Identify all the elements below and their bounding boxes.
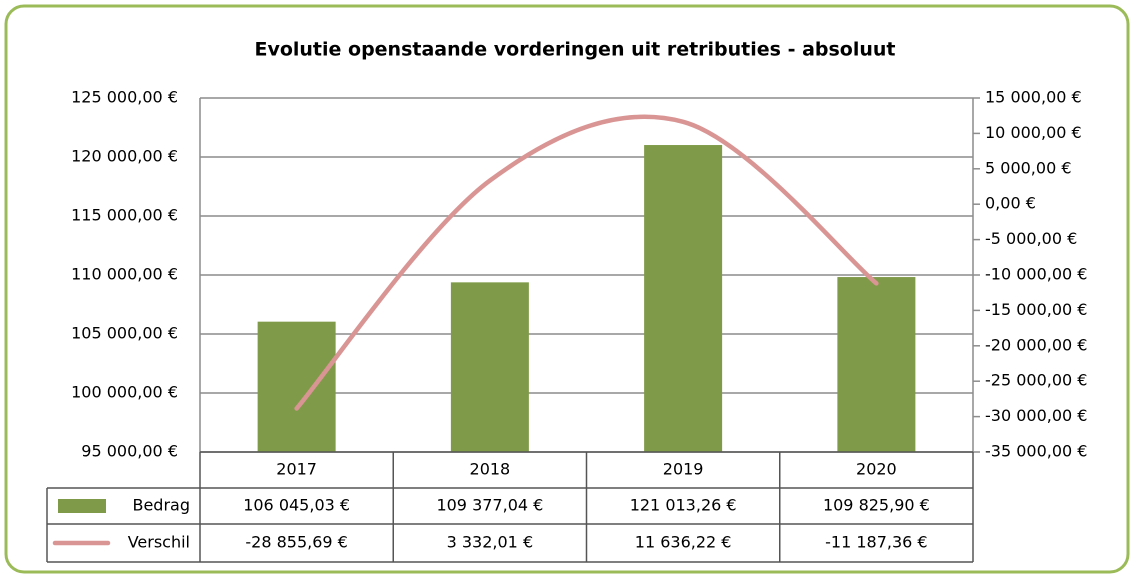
y-tick-label: 105 000,00 € xyxy=(71,324,178,343)
y-tick-label: 125 000,00 € xyxy=(71,88,178,107)
data-label: -11 187,36 € xyxy=(825,533,927,552)
x-tick-label: 2018 xyxy=(470,460,511,479)
data-label: 121 013,26 € xyxy=(630,496,737,515)
y2-tick-label: -20 000,00 € xyxy=(985,335,1087,354)
legend-swatch xyxy=(58,499,106,513)
y2-tick-label: -15 000,00 € xyxy=(985,300,1087,319)
y-tick-label: 95 000,00 € xyxy=(81,442,178,461)
data-label: 106 045,03 € xyxy=(243,496,350,515)
data-label: 109 825,90 € xyxy=(823,496,930,515)
data-label: -28 855,69 € xyxy=(245,533,347,552)
data-label: 11 636,22 € xyxy=(635,533,732,552)
x-tick-label: 2020 xyxy=(856,460,897,479)
line xyxy=(294,114,879,411)
y2-tick-label: -35 000,00 € xyxy=(985,442,1087,461)
bar xyxy=(644,145,723,453)
y2-tick-label: -10 000,00 € xyxy=(985,265,1087,284)
bar xyxy=(257,321,336,452)
y2-tick-label: 15 000,00 € xyxy=(985,88,1082,107)
x-tick-label: 2019 xyxy=(663,460,704,479)
y-tick-label: 110 000,00 € xyxy=(71,265,178,284)
y2-tick-label: 5 000,00 € xyxy=(985,158,1072,177)
legend-label: Bedrag xyxy=(132,496,190,515)
legend-label: Verschil xyxy=(128,533,190,552)
y2-tick-label: -5 000,00 € xyxy=(985,229,1077,248)
y-tick-label: 120 000,00 € xyxy=(71,147,178,166)
chart-title: Evolutie openstaande vorderingen uit ret… xyxy=(254,39,895,61)
bar xyxy=(450,282,529,452)
y-tick-label: 100 000,00 € xyxy=(71,383,178,402)
data-label: 3 332,01 € xyxy=(447,533,534,552)
y-tick-label: 115 000,00 € xyxy=(71,206,178,225)
x-tick-label: 2017 xyxy=(276,460,317,479)
y2-tick-label: -25 000,00 € xyxy=(985,371,1087,390)
bar xyxy=(837,277,916,452)
data-label: 109 377,04 € xyxy=(436,496,543,515)
y2-tick-label: 10 000,00 € xyxy=(985,123,1082,142)
y2-tick-label: -30 000,00 € xyxy=(985,406,1087,425)
y2-tick-label: 0,00 € xyxy=(985,194,1036,213)
